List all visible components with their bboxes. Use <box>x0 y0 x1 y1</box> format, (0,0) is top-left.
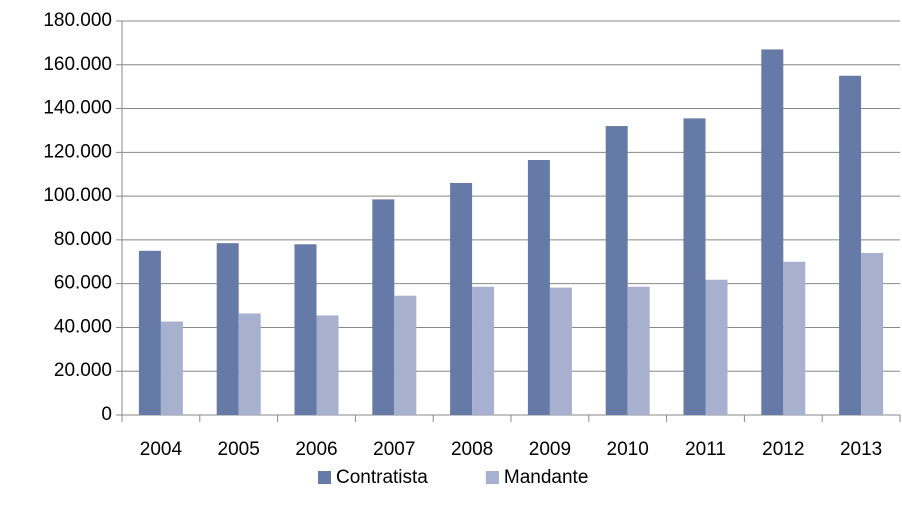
y-tick-label: 140.000 <box>43 98 112 119</box>
legend-swatch <box>485 471 499 484</box>
bar <box>472 286 495 415</box>
bar <box>138 250 161 415</box>
bar <box>450 182 473 415</box>
y-tick-label: 40.000 <box>54 316 112 337</box>
y-tick-label: 180.000 <box>43 10 112 31</box>
bar <box>316 315 339 415</box>
bar <box>549 287 572 415</box>
bar <box>216 243 239 415</box>
bar <box>238 313 261 415</box>
bar <box>705 279 728 415</box>
bar <box>783 261 806 415</box>
bar <box>839 75 862 415</box>
y-tick-label: 120.000 <box>43 141 112 162</box>
y-tick-label: 0 <box>101 404 112 425</box>
bar <box>372 199 395 415</box>
bar <box>160 321 183 415</box>
x-tick-label: 2011 <box>685 439 726 460</box>
x-tick-label: 2013 <box>840 439 882 460</box>
bar <box>394 295 417 415</box>
bar <box>861 253 884 415</box>
bar <box>627 286 650 415</box>
bar <box>761 49 784 415</box>
x-tick-label: 2004 <box>140 439 183 460</box>
bar <box>294 244 317 415</box>
x-tick-label: 2008 <box>451 439 493 460</box>
y-tick-label: 100.000 <box>43 185 112 206</box>
x-tick-label: 2005 <box>218 439 260 460</box>
x-tick-label: 2009 <box>529 439 571 460</box>
y-tick-label: 60.000 <box>54 273 112 294</box>
bar <box>605 126 628 416</box>
x-tick-label: 2006 <box>295 439 337 460</box>
legend-label: Contratista <box>336 467 428 488</box>
x-tick-label: 2007 <box>373 439 415 460</box>
bar <box>683 118 706 416</box>
bar <box>527 159 550 415</box>
legend-swatch <box>318 471 331 484</box>
legend-label: Mandante <box>504 467 589 488</box>
x-tick-label: 2010 <box>607 439 649 460</box>
x-tick-label: 2012 <box>762 439 804 460</box>
y-tick-label: 20.000 <box>54 360 112 381</box>
y-tick-label: 160.000 <box>43 54 112 75</box>
y-tick-label: 80.000 <box>54 229 112 250</box>
